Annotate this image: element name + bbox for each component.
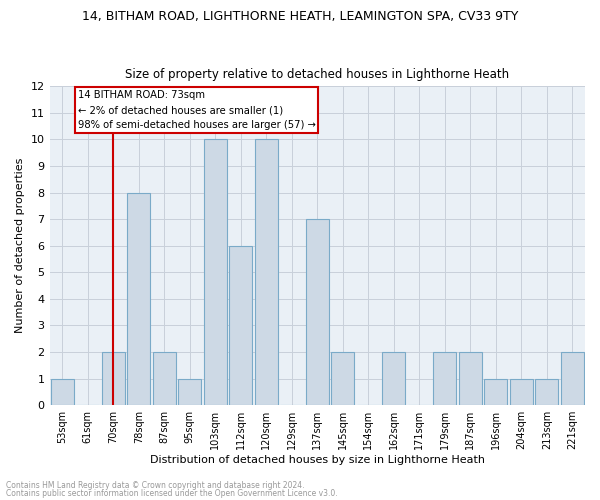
Bar — [102, 352, 125, 405]
Bar — [459, 352, 482, 405]
Title: Size of property relative to detached houses in Lighthorne Heath: Size of property relative to detached ho… — [125, 68, 509, 81]
Bar — [382, 352, 405, 405]
X-axis label: Distribution of detached houses by size in Lighthorne Heath: Distribution of detached houses by size … — [150, 455, 485, 465]
Text: 14, BITHAM ROAD, LIGHTHORNE HEATH, LEAMINGTON SPA, CV33 9TY: 14, BITHAM ROAD, LIGHTHORNE HEATH, LEAMI… — [82, 10, 518, 23]
Bar — [510, 378, 533, 405]
Bar — [51, 378, 74, 405]
Bar — [331, 352, 354, 405]
Text: 14 BITHAM ROAD: 73sqm
← 2% of detached houses are smaller (1)
98% of semi-detach: 14 BITHAM ROAD: 73sqm ← 2% of detached h… — [77, 90, 316, 130]
Y-axis label: Number of detached properties: Number of detached properties — [15, 158, 25, 334]
Bar — [204, 140, 227, 405]
Bar — [127, 192, 150, 405]
Bar — [484, 378, 507, 405]
Bar — [306, 219, 329, 405]
Bar — [229, 246, 252, 405]
Text: Contains public sector information licensed under the Open Government Licence v3: Contains public sector information licen… — [6, 488, 338, 498]
Bar — [178, 378, 201, 405]
Bar — [433, 352, 456, 405]
Bar — [561, 352, 584, 405]
Text: Contains HM Land Registry data © Crown copyright and database right 2024.: Contains HM Land Registry data © Crown c… — [6, 481, 305, 490]
Bar — [255, 140, 278, 405]
Bar — [153, 352, 176, 405]
Bar — [535, 378, 558, 405]
